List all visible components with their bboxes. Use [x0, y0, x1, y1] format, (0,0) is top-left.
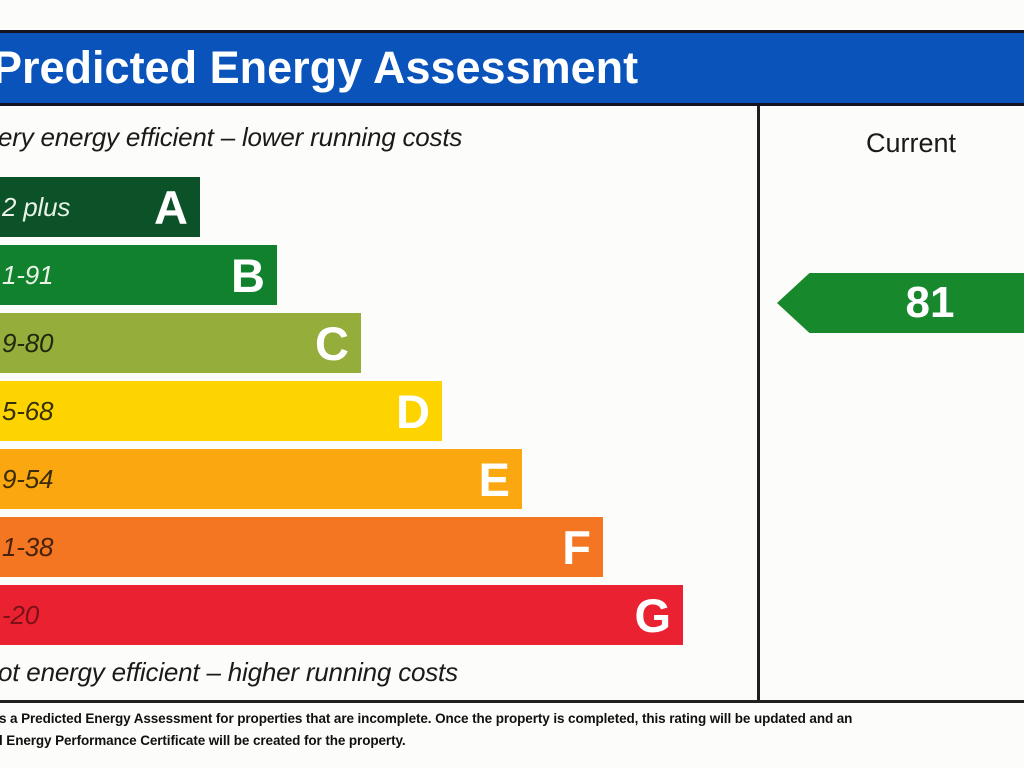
- band-bar-a: 2 plus A: [0, 177, 200, 237]
- efficiency-caption-top: ery energy efficient – lower running cos…: [0, 122, 463, 152]
- band-letter: G: [634, 588, 671, 642]
- band-range-label: 1-38: [2, 531, 54, 562]
- band-bar-e: 9-54 E: [0, 449, 522, 509]
- band-bar-g: -20 G: [0, 585, 683, 645]
- band-row-f: 1-38 F: [0, 517, 757, 577]
- band-letter: D: [396, 384, 430, 438]
- page-title: Predicted Energy Assessment: [0, 42, 639, 93]
- band-row-g: -20 G: [0, 585, 757, 645]
- epc-chart: ery energy efficient – lower running cos…: [0, 106, 1024, 703]
- band-letter: F: [562, 520, 591, 574]
- band-range-label: 9-54: [2, 463, 54, 494]
- band-range-label: 1-91: [2, 259, 54, 290]
- band-range-label: -20: [2, 599, 39, 630]
- footer-note-line1: s a Predicted Energy Assessment for prop…: [0, 711, 853, 726]
- footer-note: s a Predicted Energy Assessment for prop…: [0, 708, 899, 752]
- band-row-a: 2 plus A: [0, 177, 757, 237]
- band-letter: C: [315, 316, 349, 370]
- band-letter: E: [478, 452, 510, 506]
- band-bar-f: 1-38 F: [0, 517, 603, 577]
- band-letter: B: [231, 248, 265, 302]
- band-range-label: 2 plus: [2, 191, 71, 222]
- current-rating-value: 81: [905, 278, 955, 327]
- band-range-label: 5-68: [2, 395, 54, 426]
- title-bar: Predicted Energy Assessment: [0, 30, 1024, 106]
- footer-note-line2: l Energy Performance Certificate will be…: [0, 733, 406, 748]
- band-list: 2 plus A 1-91 B 9-80 C 5-68 D: [0, 177, 757, 653]
- column-divider: [757, 106, 760, 700]
- band-letter: A: [154, 180, 188, 234]
- band-bar-c: 9-80 C: [0, 313, 361, 373]
- current-column-header: Current: [866, 128, 957, 158]
- band-row-d: 5-68 D: [0, 381, 757, 441]
- band-row-c: 9-80 C: [0, 313, 757, 373]
- band-range-label: 9-80: [2, 327, 54, 358]
- band-bar-d: 5-68 D: [0, 381, 442, 441]
- current-rating-arrow: 81: [777, 273, 1024, 333]
- band-bar-b: 1-91 B: [0, 245, 277, 305]
- band-row-e: 9-54 E: [0, 449, 757, 509]
- band-row-b: 1-91 B: [0, 245, 757, 305]
- efficiency-caption-bottom: ot energy efficient – higher running cos…: [0, 657, 458, 687]
